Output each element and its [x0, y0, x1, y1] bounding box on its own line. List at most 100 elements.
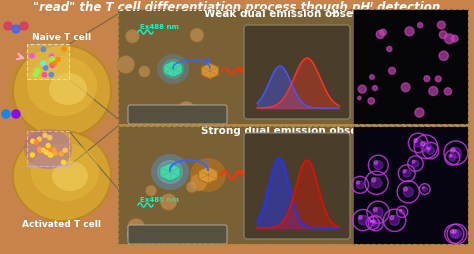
Circle shape — [374, 161, 378, 165]
Text: Channel 2: Channel 2 — [297, 152, 323, 157]
FancyBboxPatch shape — [128, 106, 227, 124]
Circle shape — [415, 109, 424, 118]
Circle shape — [358, 86, 366, 94]
Circle shape — [30, 153, 35, 157]
Circle shape — [49, 55, 54, 59]
Circle shape — [450, 148, 461, 158]
Circle shape — [449, 155, 452, 157]
Circle shape — [370, 75, 374, 80]
Circle shape — [376, 31, 384, 39]
Circle shape — [380, 30, 386, 36]
Circle shape — [373, 220, 379, 227]
Circle shape — [33, 73, 38, 77]
Circle shape — [405, 28, 414, 37]
Circle shape — [418, 23, 423, 29]
Text: Wavelength(nm): Wavelength(nm) — [277, 110, 323, 115]
Circle shape — [412, 161, 419, 167]
Text: Ex488 nm: Ex488 nm — [140, 24, 179, 30]
Circle shape — [41, 148, 46, 152]
Circle shape — [356, 181, 364, 189]
FancyBboxPatch shape — [244, 133, 350, 239]
Circle shape — [427, 147, 430, 150]
Circle shape — [374, 208, 377, 212]
Text: Wavelength(nm): Wavelength(nm) — [277, 230, 323, 235]
Ellipse shape — [13, 132, 111, 221]
Text: PL(a.u.): PL(a.u.) — [247, 57, 252, 78]
Ellipse shape — [31, 144, 99, 201]
Circle shape — [41, 62, 46, 66]
Circle shape — [38, 149, 42, 153]
Circle shape — [422, 187, 427, 192]
Circle shape — [373, 220, 375, 223]
Circle shape — [30, 54, 34, 59]
Circle shape — [37, 138, 41, 142]
Circle shape — [453, 230, 456, 233]
Circle shape — [389, 68, 395, 75]
Circle shape — [373, 208, 383, 217]
Circle shape — [438, 22, 445, 30]
Circle shape — [401, 84, 410, 92]
Circle shape — [358, 97, 361, 100]
Circle shape — [48, 153, 52, 157]
Ellipse shape — [7, 39, 117, 144]
Circle shape — [36, 69, 40, 74]
Circle shape — [439, 52, 448, 61]
Circle shape — [372, 178, 376, 182]
Circle shape — [370, 220, 373, 223]
Text: Activated T cell: Activated T cell — [22, 220, 101, 229]
Circle shape — [49, 154, 53, 158]
Ellipse shape — [157, 160, 183, 184]
Circle shape — [414, 139, 422, 148]
Circle shape — [429, 87, 438, 96]
Text: Naive T cell: Naive T cell — [32, 32, 91, 41]
FancyBboxPatch shape — [27, 132, 69, 166]
Ellipse shape — [157, 55, 189, 85]
Circle shape — [62, 161, 65, 165]
Ellipse shape — [13, 46, 111, 137]
Ellipse shape — [128, 218, 145, 236]
Circle shape — [358, 215, 368, 225]
Circle shape — [368, 98, 374, 105]
Ellipse shape — [49, 74, 87, 106]
FancyBboxPatch shape — [128, 225, 227, 244]
Circle shape — [449, 155, 456, 161]
Circle shape — [37, 147, 42, 151]
Ellipse shape — [190, 174, 207, 192]
Circle shape — [412, 161, 415, 163]
Circle shape — [403, 187, 413, 197]
Circle shape — [450, 230, 454, 233]
Ellipse shape — [151, 154, 189, 190]
Circle shape — [420, 142, 431, 152]
Ellipse shape — [160, 194, 177, 210]
Circle shape — [48, 136, 52, 140]
Polygon shape — [160, 163, 180, 181]
Circle shape — [403, 170, 406, 173]
Circle shape — [49, 73, 54, 77]
Circle shape — [422, 187, 424, 189]
Ellipse shape — [146, 185, 156, 196]
Circle shape — [62, 47, 66, 52]
FancyBboxPatch shape — [244, 26, 350, 120]
Polygon shape — [199, 167, 218, 184]
FancyBboxPatch shape — [118, 10, 468, 124]
Text: "read" the T cell differentiation process though pHᴵ detection: "read" the T cell differentiation proces… — [33, 2, 441, 14]
Text: Channel 1: Channel 1 — [262, 58, 288, 63]
Circle shape — [421, 142, 425, 146]
Circle shape — [53, 152, 57, 156]
Circle shape — [50, 57, 55, 62]
Circle shape — [50, 64, 55, 68]
Ellipse shape — [27, 57, 97, 117]
Circle shape — [453, 230, 461, 239]
Circle shape — [451, 148, 455, 152]
Circle shape — [373, 86, 377, 91]
Circle shape — [12, 110, 20, 119]
Circle shape — [414, 139, 417, 142]
Ellipse shape — [162, 60, 184, 80]
Ellipse shape — [186, 181, 198, 193]
Circle shape — [31, 140, 35, 144]
Circle shape — [52, 148, 56, 152]
Circle shape — [445, 35, 454, 44]
Ellipse shape — [190, 158, 226, 192]
Text: Weak dual emission observation: Weak dual emission observation — [204, 9, 396, 19]
Circle shape — [63, 149, 67, 153]
